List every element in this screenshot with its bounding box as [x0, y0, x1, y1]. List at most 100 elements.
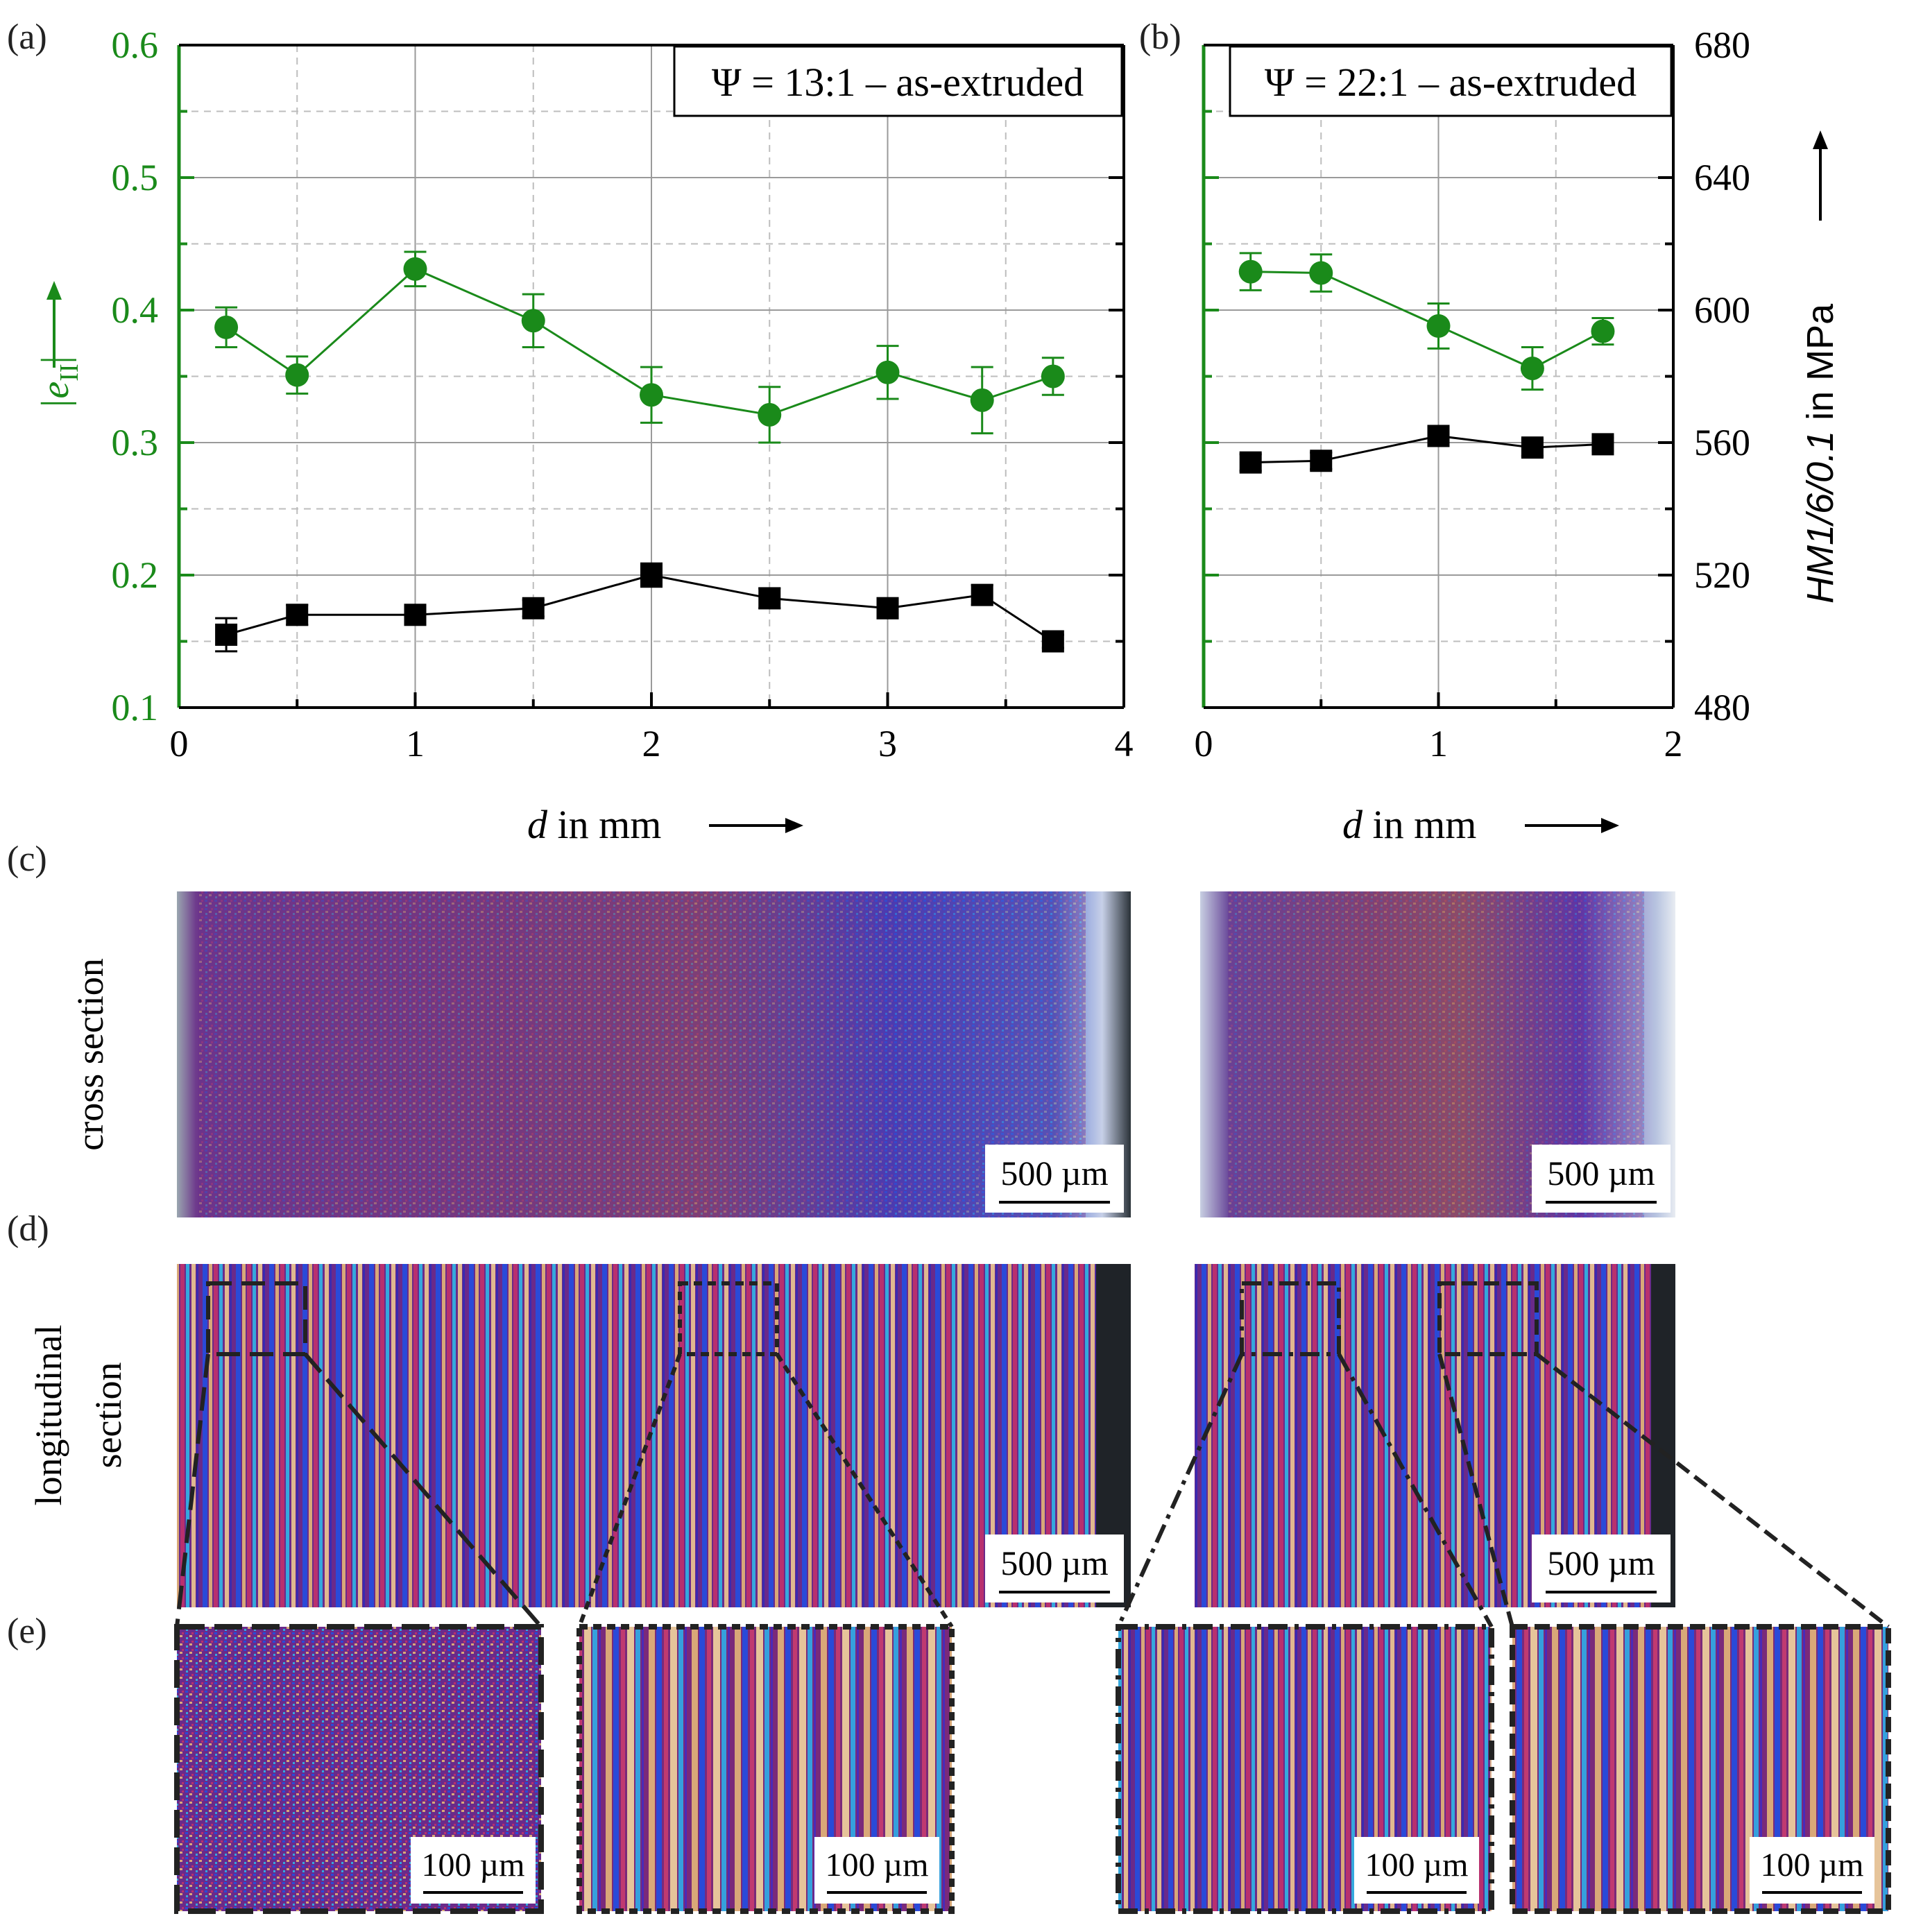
series-line	[225, 574, 1054, 642]
right-tick-label: 480	[1694, 687, 1750, 728]
x-tick-label: 4	[1115, 723, 1134, 764]
zoom-indicators	[175, 1281, 1890, 1629]
data-point-circle	[970, 388, 994, 412]
cross-section-micrograph-a: 500 µm	[177, 891, 1131, 1217]
panel-b-right-tick-labels: 480 520 560 600 640 680	[1694, 24, 1750, 728]
right-axis-title-unit: in MPa	[1800, 303, 1841, 431]
detail-micrograph-3: 100 µm	[1116, 1624, 1494, 1914]
detail-micrograph-2: 100 µm	[576, 1624, 955, 1914]
panel-b-x-title-var: d	[1342, 802, 1363, 847]
panel-b-ticks	[1204, 110, 1673, 708]
panel-b-label: (b)	[1139, 17, 1181, 57]
right-axis-title-main: HM1/6/0.1	[1800, 431, 1841, 604]
panel-b-title: Ψ = 22:1 – as-extruded	[1265, 60, 1637, 105]
zoom-line-b2-right	[1535, 1352, 1890, 1629]
panel-b-x-tick-labels: 0 1 2	[1195, 723, 1683, 764]
zoom-line-a2-left	[577, 1353, 682, 1628]
panel-b-plot: (b) 480 520 560 600 640 680 0 1 2 Ψ = 22:1 – as…	[1139, 17, 1841, 847]
zoom-box-b1	[1240, 1281, 1341, 1356]
data-point-circle	[285, 363, 309, 387]
panel-a-ticks	[179, 110, 1124, 708]
row-label-cross-section: cross section	[69, 958, 111, 1150]
zoom-line-a2-right	[775, 1353, 954, 1628]
zoom-line-a1-right	[303, 1353, 543, 1628]
panel-b-series-eII	[1238, 252, 1615, 391]
data-point-square	[1310, 450, 1333, 472]
panel-a-x-title: d in mm	[527, 802, 661, 847]
x-tick-label: 3	[878, 723, 897, 764]
row-label-longitudinal-line1: longitudinal	[28, 1325, 69, 1506]
scale-bar-label-e1: 100 µm	[422, 1847, 525, 1883]
series-line	[1250, 434, 1603, 464]
data-point-circle	[640, 383, 663, 407]
scale-bar-label-cb: 500 µm	[1547, 1154, 1655, 1192]
data-point-square	[1239, 451, 1262, 474]
panel-a-x-title-unit: in mm	[547, 802, 661, 847]
detail-micrograph-4: 100 µm	[1510, 1624, 1891, 1914]
right-tick-label: 560	[1694, 422, 1750, 463]
x-tick-label: 1	[406, 723, 425, 764]
data-point-square	[758, 587, 781, 610]
left-tick-label: 0.6	[112, 24, 159, 66]
data-point-circle	[758, 402, 782, 427]
series-line	[1250, 271, 1604, 370]
data-point-circle	[214, 315, 239, 339]
svg-text:HM1/6/0.1 in MPa: HM1/6/0.1 in MPa	[1800, 303, 1841, 604]
data-point-circle	[1591, 319, 1615, 343]
left-tick-label: 0.4	[112, 289, 159, 331]
panel-a-left-tick-labels: 0.1 0.2 0.3 0.4 0.5 0.6	[112, 24, 159, 728]
zoom-box-b2	[1437, 1281, 1539, 1356]
right-tick-label: 680	[1694, 24, 1750, 66]
panel-a-plot: (a) 0.1 0.2 0.3 0.4 0.5 0.6 0 1 2 3 4 |eII| Ψ = 1…	[7, 17, 1134, 847]
longitudinal-micrograph-a: 500 µm	[177, 1264, 1131, 1607]
svg-text:|eII|: |eII|	[34, 356, 84, 409]
data-point-circle	[521, 309, 545, 333]
data-point-square	[215, 623, 238, 646]
data-point-square	[522, 597, 545, 619]
right-tick-label: 600	[1694, 289, 1750, 331]
panel-a-title-box	[673, 45, 1123, 117]
scale-bar-label-e2: 100 µm	[826, 1847, 929, 1883]
scale-bar-label-e4: 100 µm	[1761, 1847, 1864, 1883]
panel-e-label: (e)	[7, 1612, 47, 1651]
panel-a-x-tick-labels: 0 1 2 3 4	[170, 723, 1134, 764]
x-tick-label: 2	[1664, 723, 1683, 764]
data-point-circle	[1426, 314, 1451, 338]
scale-bar-label-e3: 100 µm	[1365, 1847, 1469, 1883]
zoom-line-b2-left	[1437, 1353, 1514, 1627]
detail-micrograph-1: 100 µm	[174, 1624, 544, 1914]
left-tick-label: 0.5	[112, 157, 159, 198]
zoom-line-b1-right	[1337, 1353, 1494, 1628]
scale-bar-label-db: 500 µm	[1547, 1544, 1655, 1582]
data-point-square	[1521, 436, 1544, 459]
x-tick-label: 0	[1195, 723, 1213, 764]
panel-a-x-title-var: d	[527, 802, 548, 847]
left-tick-label: 0.2	[112, 554, 159, 596]
row-label-longitudinal-line2: section	[87, 1362, 129, 1469]
data-point-square	[286, 604, 309, 626]
right-tick-label: 520	[1694, 554, 1750, 596]
left-axis-arrow	[46, 281, 62, 368]
panel-b-series-hardness	[1239, 425, 1614, 474]
data-point-square	[1427, 425, 1450, 447]
x-tick-label: 2	[642, 723, 661, 764]
panel-b-grid	[1204, 45, 1673, 708]
data-point-square	[1591, 433, 1614, 456]
data-point-square	[971, 583, 993, 606]
data-point-circle	[1309, 261, 1333, 285]
data-point-square	[404, 604, 427, 626]
panel-a-series-hardness	[215, 562, 1064, 653]
data-point-circle	[403, 257, 427, 281]
cross-section-micrograph-b: 500 µm	[1200, 891, 1675, 1217]
x-tick-label: 1	[1429, 723, 1448, 764]
data-point-square	[640, 564, 663, 586]
right-axis-arrow	[1813, 130, 1828, 221]
right-tick-label: 640	[1694, 157, 1750, 198]
data-point-square	[1041, 630, 1064, 653]
left-tick-label: 0.1	[112, 687, 159, 728]
left-axis-title-prefix: |e	[34, 382, 77, 409]
row-label-longitudinal: longitudinal section	[28, 1325, 129, 1506]
panel-b-title-box	[1229, 45, 1673, 117]
left-axis-title: |eII|	[34, 356, 84, 409]
